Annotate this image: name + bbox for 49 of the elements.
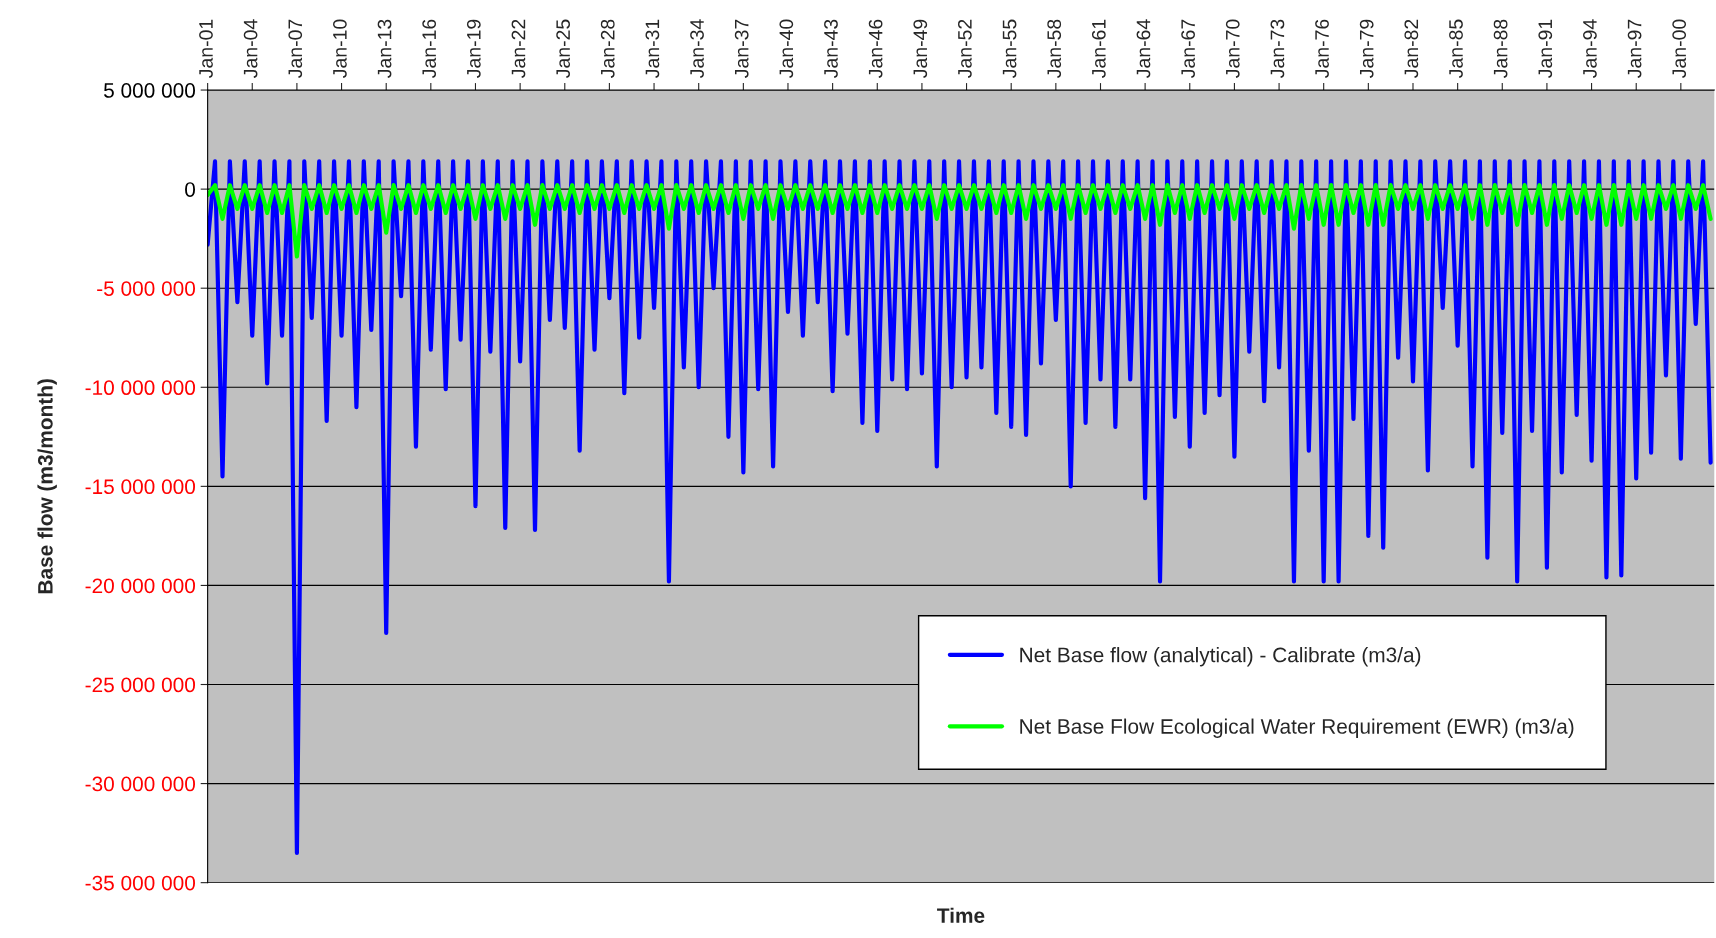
y-tick-label: 5 000 000: [103, 83, 196, 98]
x-tick-label: Jan-67: [1181, 19, 1195, 78]
line-series: [207, 159, 1713, 856]
y-tick-label: -35 000 000: [85, 875, 196, 891]
y-axis-title: Base flow (m3/month): [37, 379, 57, 594]
x-axis-title: Time: [937, 907, 985, 923]
x-tick-label: Jan-13: [377, 19, 392, 78]
x-tick-label: Jan-97: [1627, 19, 1642, 78]
x-tick-label: Jan-10: [333, 19, 347, 78]
y-tick-label: -10 000 000: [85, 380, 196, 396]
x-tick-label: Jan-25: [556, 19, 570, 78]
line-series: [207, 183, 1713, 259]
x-tick-label: Jan-46: [868, 19, 883, 78]
x-tick-label: Jan-52: [957, 19, 972, 78]
x-tick-label: Jan-49: [913, 19, 928, 78]
y-tick-label: -20 000 000: [85, 578, 196, 594]
x-tick-label: Jan-55: [1002, 19, 1017, 78]
x-tick-label: Jan-19: [466, 19, 481, 78]
y-tick-label: 0: [185, 182, 196, 197]
x-tick-label: Jan-58: [1047, 19, 1062, 78]
x-tick-label: Jan-28: [600, 19, 615, 78]
x-tick-label: Jan-37: [734, 19, 749, 78]
x-tick-label: Jan-16: [422, 19, 437, 78]
legend-label: Net Base Flow Ecological Water Requirement (EWR) (m3/a): [1020, 718, 1574, 738]
legend-label: Net Base flow (analytical) - Calibrate (m3/a): [1020, 647, 1421, 667]
x-tick-label: Jan-91: [1538, 19, 1553, 78]
x-tick-label: Jan-76: [1315, 19, 1329, 78]
x-tick-label: Jan-07: [288, 19, 303, 78]
x-tick-label: Jan-01: [199, 19, 213, 78]
x-tick-label: Jan-61: [1091, 19, 1106, 78]
x-tick-label: Jan-22: [511, 19, 526, 78]
x-tick-label: Jan-00: [1672, 19, 1687, 78]
x-tick-label: Jan-70: [1225, 19, 1240, 78]
x-tick-label: Jan-73: [1270, 19, 1285, 78]
y-tick-label: -5 000 000: [97, 281, 196, 296]
x-tick-label: Jan-64: [1136, 19, 1151, 78]
x-tick-label: Jan-34: [690, 19, 704, 78]
x-tick-label: Jan-43: [824, 19, 838, 78]
x-tick-label: Jan-04: [243, 19, 258, 78]
y-tick-label: -30 000 000: [85, 776, 196, 792]
x-tick-label: Jan-31: [645, 19, 660, 78]
y-tick-label: -25 000 000: [85, 677, 196, 693]
x-tick-label: Jan-79: [1359, 19, 1374, 78]
x-tick-label: Jan-85: [1449, 19, 1463, 78]
x-tick-label: Jan-40: [779, 19, 794, 78]
x-tick-label: Jan-94: [1583, 19, 1597, 78]
x-tick-label: Jan-88: [1493, 19, 1508, 78]
x-tick-label: Jan-82: [1404, 19, 1419, 78]
y-tick-label: -15 000 000: [85, 479, 196, 495]
